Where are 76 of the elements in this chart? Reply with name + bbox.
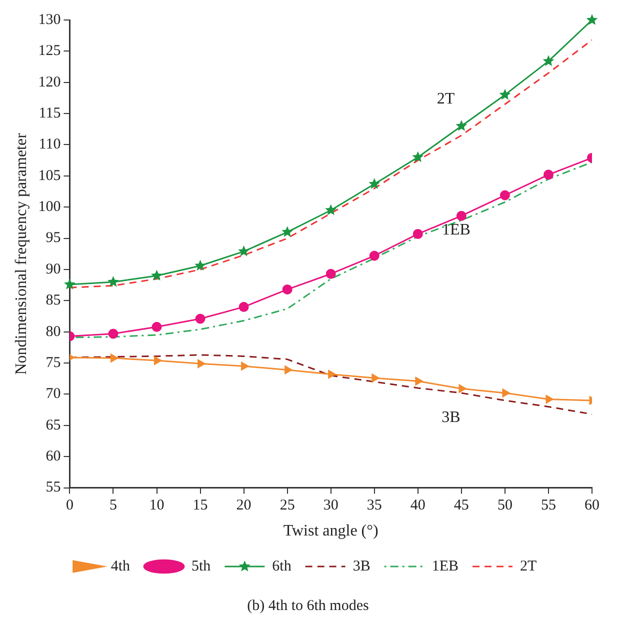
point (456, 120, 468, 131)
point (542, 55, 554, 66)
legend-label: 1EB (432, 558, 459, 574)
annotation: 1EB (442, 222, 470, 239)
point (543, 170, 554, 180)
point (282, 284, 292, 294)
point (151, 270, 162, 281)
point (195, 314, 206, 324)
y-tick-label: 90 (46, 261, 61, 278)
point (328, 370, 336, 379)
x-tick-label: 20 (236, 498, 252, 514)
point (415, 376, 423, 386)
point (586, 14, 598, 25)
y-tick-label: 100 (38, 199, 61, 216)
point (64, 278, 76, 290)
annotation: 2T (436, 90, 455, 108)
legend-label: 2T (520, 558, 537, 574)
x-tick-label: 55 (540, 498, 556, 514)
x-tick-label: 10 (149, 498, 164, 514)
point (241, 362, 249, 371)
x-tick-label: 30 (323, 498, 338, 514)
point (369, 250, 380, 261)
y-tick-label: 115 (38, 105, 61, 122)
legend-label: 4th (110, 558, 130, 574)
y-axis-title: Nondimensional frequency parameter (12, 132, 30, 375)
point (500, 190, 510, 200)
y-tick-label: 70 (46, 386, 61, 402)
point (458, 384, 466, 394)
point (110, 354, 118, 362)
x-tick-label: 40 (410, 498, 426, 514)
y-tick-label: 125 (38, 43, 61, 60)
y-tick-label: 120 (38, 74, 61, 90)
y-tick-label: 55 (46, 480, 61, 496)
text: (b) 4th to 6th modes (247, 598, 369, 614)
x-tick-label: 45 (454, 498, 469, 514)
point (456, 210, 466, 221)
point (238, 245, 250, 256)
point (502, 388, 510, 398)
legend-label: 5th (192, 558, 212, 574)
point (152, 322, 162, 332)
point (238, 302, 249, 312)
y-tick-label: 105 (38, 168, 61, 184)
x-tick-label: 50 (497, 498, 512, 514)
legend-label: 3B (352, 558, 370, 574)
y-tick-label: 95 (46, 230, 61, 246)
y-tick-label: 75 (46, 354, 61, 371)
point (546, 394, 554, 404)
point (499, 88, 511, 100)
annotation: 3B (442, 408, 460, 426)
y-tick-label: 85 (46, 292, 61, 309)
y-tick-label: 80 (46, 324, 61, 340)
x-tick-label: 35 (366, 498, 382, 514)
point (325, 204, 337, 216)
point (412, 228, 423, 239)
x-tick-label: 0 (66, 498, 74, 514)
point (154, 356, 162, 365)
point (194, 260, 206, 271)
point (368, 178, 380, 189)
point (372, 374, 380, 382)
point (412, 151, 424, 162)
y-tick-label: 110 (38, 136, 61, 153)
point (284, 366, 292, 374)
x-tick-label: 60 (584, 498, 600, 514)
y-tick-label: 130 (38, 12, 61, 28)
legend-label: 6th (272, 558, 292, 574)
point (326, 268, 336, 279)
point (198, 359, 206, 368)
x-tick-label: 25 (280, 498, 295, 514)
x-tick-label: 15 (192, 498, 208, 514)
point (282, 226, 294, 237)
y-tick-label: 65 (46, 417, 61, 434)
point (108, 276, 119, 287)
x-axis-title: Twist angle (°) (283, 522, 378, 540)
point (108, 328, 118, 339)
y-tick-label: 60 (46, 448, 61, 465)
x-tick-label: 5 (109, 498, 117, 514)
